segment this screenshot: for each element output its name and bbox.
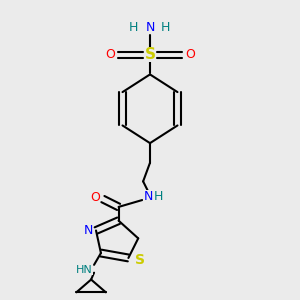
Text: H: H [161,21,170,34]
Text: S: S [135,253,145,267]
Text: H: H [154,190,164,202]
Text: N: N [143,190,153,202]
Text: O: O [105,48,115,61]
Text: S: S [145,47,155,62]
Text: HN: HN [76,265,93,275]
Text: H: H [129,21,138,34]
Text: N: N [145,21,155,34]
Text: O: O [185,48,195,61]
Text: N: N [83,224,93,237]
Text: O: O [90,190,100,204]
